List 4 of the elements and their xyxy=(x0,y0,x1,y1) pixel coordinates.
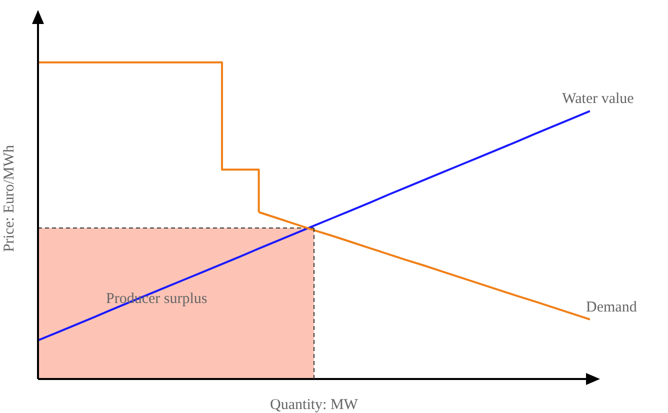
series-label: Water value xyxy=(562,91,634,108)
series-label: Demand xyxy=(586,299,638,316)
y-axis-title: Price: Euro/MWh xyxy=(1,144,18,252)
x-axis-title: Quantity: MW xyxy=(270,397,359,413)
